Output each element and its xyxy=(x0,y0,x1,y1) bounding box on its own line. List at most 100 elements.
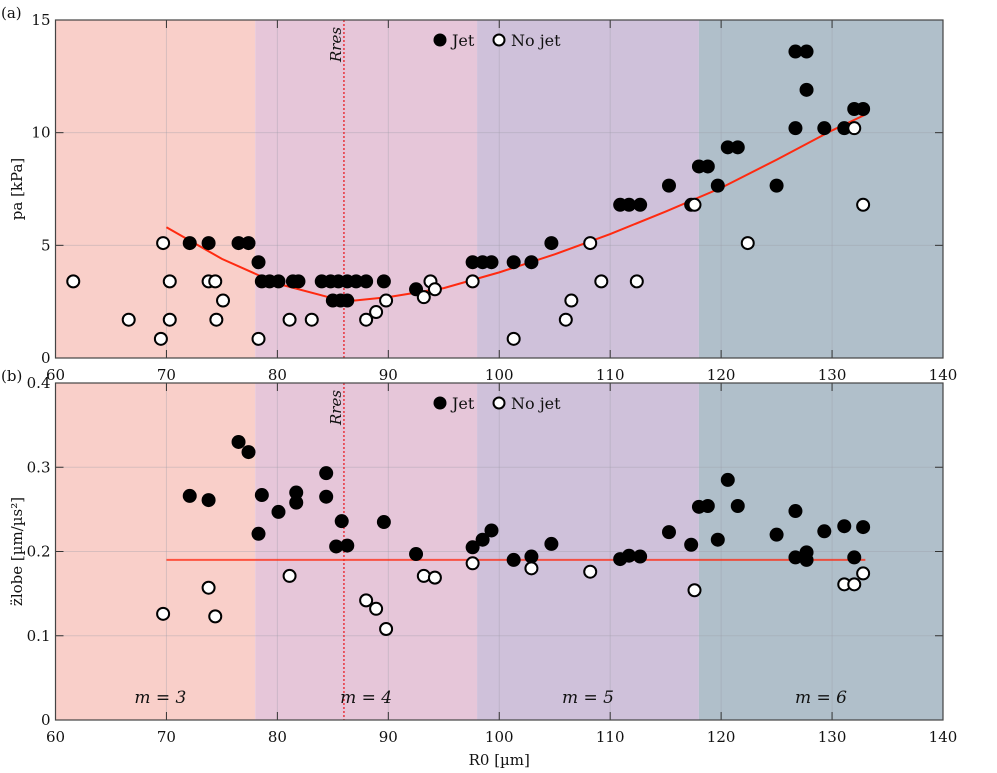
no-jet-point xyxy=(66,274,81,289)
no-jet-point xyxy=(201,580,216,595)
y-tick-label: 5 xyxy=(41,236,51,254)
y-tick-label: 0.4 xyxy=(27,374,51,392)
jet-point xyxy=(799,552,814,567)
jet-point xyxy=(710,178,725,193)
legend-nojet-label: No jet xyxy=(511,31,561,50)
jet-point xyxy=(720,472,735,487)
jet-point xyxy=(633,549,648,564)
no-jet-point xyxy=(153,331,168,346)
no-jet-point xyxy=(847,121,862,136)
legend-jet-marker xyxy=(433,33,447,47)
no-jet-point xyxy=(251,331,266,346)
jet-point xyxy=(340,293,355,308)
region-band xyxy=(477,383,699,720)
jet-point xyxy=(661,178,676,193)
no-jet-point xyxy=(629,274,644,289)
x-tick-label: 120 xyxy=(707,366,736,384)
jet-point xyxy=(289,485,304,500)
jet-point xyxy=(359,274,374,289)
rres-label: Rres xyxy=(327,390,345,426)
jet-point xyxy=(271,274,286,289)
jet-point xyxy=(251,255,266,270)
no-jet-point xyxy=(359,312,374,327)
jet-point xyxy=(837,519,852,534)
no-jet-point xyxy=(524,561,539,576)
no-jet-point xyxy=(216,293,231,308)
x-tick-label: 80 xyxy=(268,366,287,384)
region-band xyxy=(255,20,478,358)
legend-jet-marker xyxy=(433,396,447,410)
panel-label: (b) xyxy=(1,367,22,385)
jet-point xyxy=(769,178,784,193)
no-jet-point xyxy=(856,197,871,212)
no-jet-point xyxy=(465,274,480,289)
jet-point xyxy=(409,547,424,562)
region-band xyxy=(477,20,699,358)
legend-jet-label: Jet xyxy=(450,31,475,50)
jet-point xyxy=(291,274,306,289)
jet-point xyxy=(329,539,344,554)
jet-point xyxy=(506,552,521,567)
no-jet-point xyxy=(847,577,862,592)
no-jet-point xyxy=(583,564,598,579)
legend-jet-label: Jet xyxy=(450,394,475,413)
no-jet-point xyxy=(465,556,480,571)
jet-point xyxy=(622,197,637,212)
x-tick-label: 70 xyxy=(157,728,176,746)
jet-point xyxy=(769,527,784,542)
legend-nojet-marker xyxy=(492,33,506,47)
jet-point xyxy=(231,236,246,251)
x-tick-label: 130 xyxy=(818,366,847,384)
jet-point xyxy=(475,532,490,547)
no-jet-point xyxy=(209,312,224,327)
jet-point xyxy=(788,121,803,136)
no-jet-point xyxy=(740,236,755,251)
jet-point xyxy=(201,236,216,251)
jet-point xyxy=(817,121,832,136)
no-jet-point xyxy=(506,331,521,346)
jet-point xyxy=(633,197,648,212)
y-tick-label: 15 xyxy=(31,11,50,29)
no-jet-point xyxy=(156,236,171,251)
jet-point xyxy=(289,495,304,510)
x-tick-label: 60 xyxy=(46,728,65,746)
y-tick-label: 0 xyxy=(41,711,51,729)
x-tick-label: 60 xyxy=(46,366,65,384)
region-band xyxy=(55,383,256,720)
jet-point xyxy=(484,255,499,270)
jet-point xyxy=(231,434,246,449)
axes-frame xyxy=(54,382,944,721)
legend-nojet-label: No jet xyxy=(511,394,561,413)
jet-point xyxy=(788,504,803,519)
rres-label: Rres xyxy=(327,27,345,63)
region-band xyxy=(698,383,943,720)
jet-point xyxy=(319,466,334,481)
jet-point xyxy=(465,540,480,555)
x-tick-label: 140 xyxy=(929,366,958,384)
x-tick-label: 110 xyxy=(596,366,625,384)
panel-b: 60 70 80 90 100 110 120 130 140 0 0.1 0.2 0.3 0.4 Rres… xyxy=(1,367,957,769)
jet-point xyxy=(817,524,832,539)
jet-point xyxy=(684,537,699,552)
jet-point xyxy=(710,532,725,547)
y-tick-label: 0.1 xyxy=(27,627,51,645)
jet-point xyxy=(788,550,803,565)
region-band xyxy=(255,383,478,720)
no-jet-point xyxy=(687,197,702,212)
x-axis-label: R0 [µm] xyxy=(469,751,530,769)
jet-point xyxy=(730,140,745,155)
jet-point xyxy=(700,499,715,514)
x-tick-label: 90 xyxy=(379,728,398,746)
jet-point xyxy=(720,140,735,155)
axes-frame xyxy=(54,19,944,359)
y-tick-label: 0.3 xyxy=(27,458,51,476)
no-jet-point xyxy=(856,566,871,581)
no-jet-point xyxy=(564,293,579,308)
region-band xyxy=(698,20,943,358)
y-tick-label: 0 xyxy=(41,349,51,367)
jet-point xyxy=(484,523,499,538)
jet-point xyxy=(544,236,559,251)
no-jet-point xyxy=(427,570,442,585)
jet-point xyxy=(524,549,539,564)
